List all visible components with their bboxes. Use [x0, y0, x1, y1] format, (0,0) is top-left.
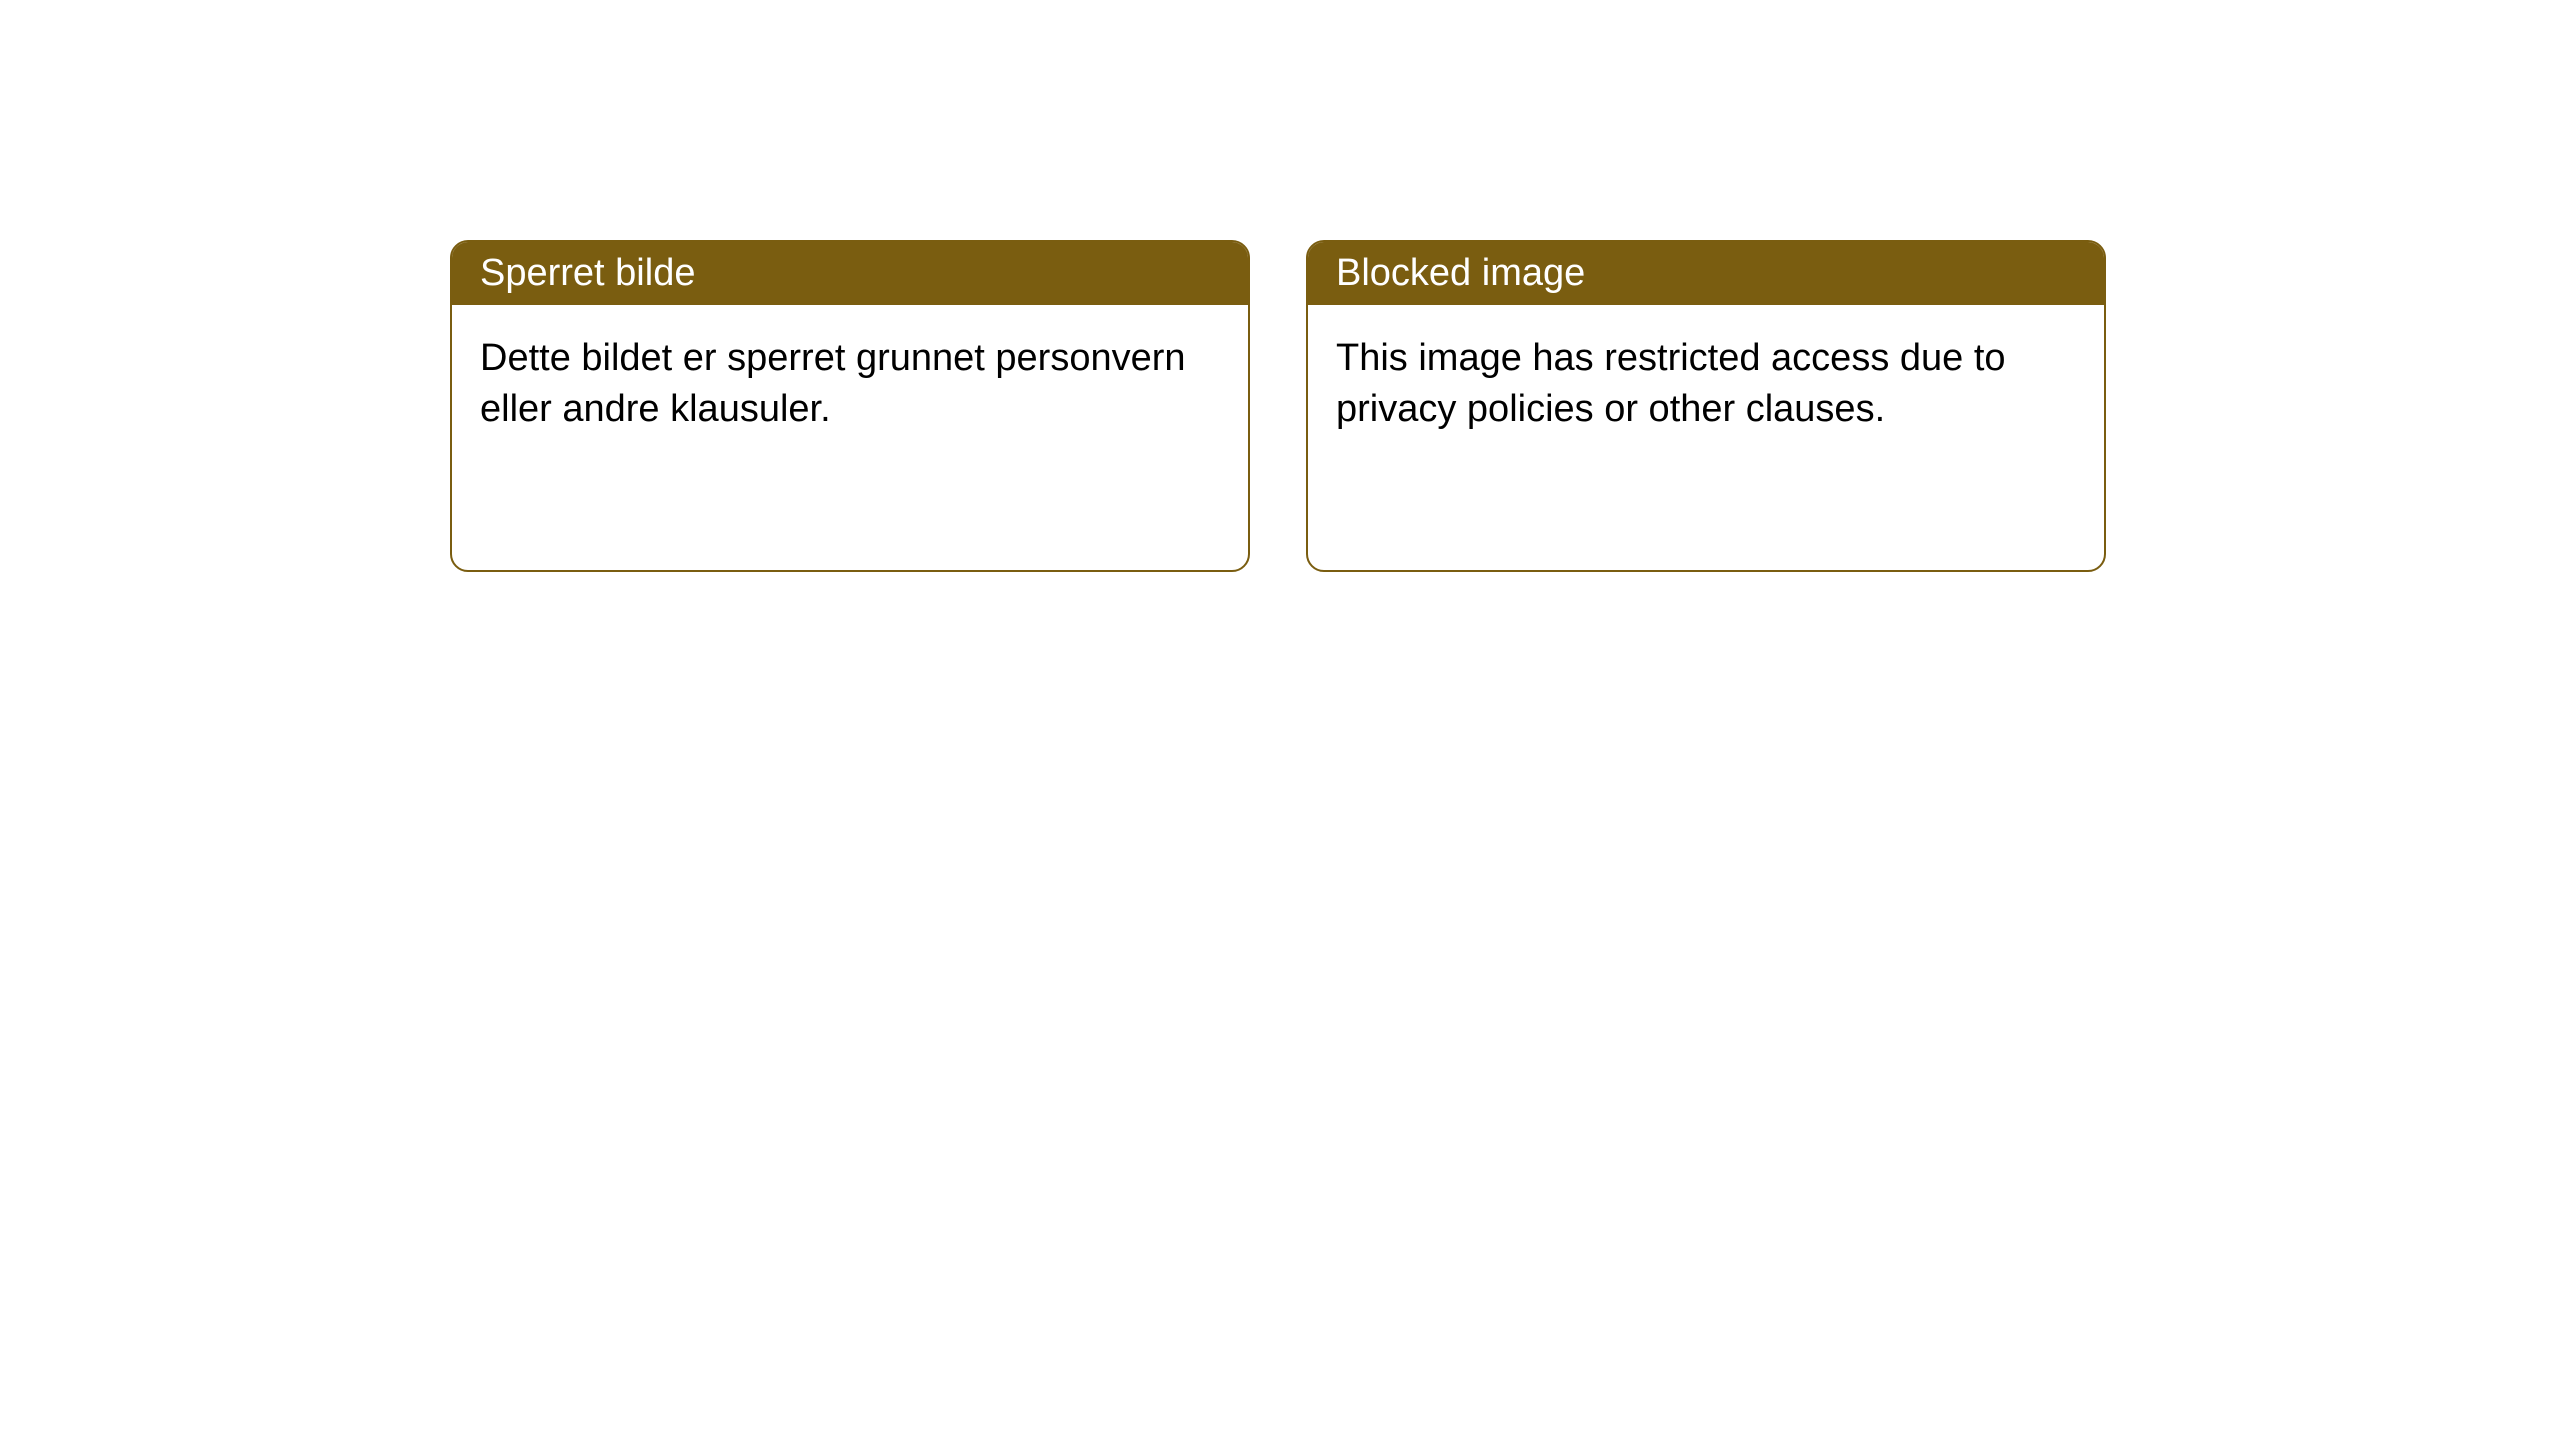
- notice-box-norwegian: Sperret bilde Dette bildet er sperret gr…: [450, 240, 1250, 572]
- notice-header: Sperret bilde: [452, 242, 1248, 305]
- notice-header: Blocked image: [1308, 242, 2104, 305]
- notice-container: Sperret bilde Dette bildet er sperret gr…: [0, 0, 2560, 572]
- notice-box-english: Blocked image This image has restricted …: [1306, 240, 2106, 572]
- notice-body: This image has restricted access due to …: [1308, 305, 2104, 464]
- notice-body: Dette bildet er sperret grunnet personve…: [452, 305, 1248, 464]
